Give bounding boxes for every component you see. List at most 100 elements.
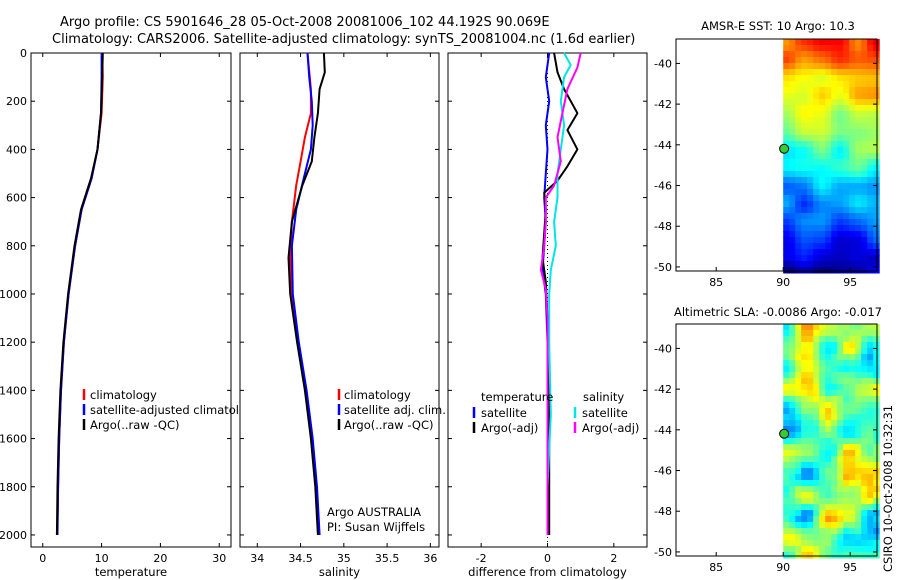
amsre-sst-heatmap-cell: [795, 51, 802, 58]
amsre-sst-heatmap-cell: [801, 141, 808, 148]
altimetric-sla-heatmap-cell: [867, 450, 874, 457]
amsre-sst-heatmap-cell: [873, 99, 880, 106]
altimetric-sla-heatmap-cell: [861, 480, 868, 487]
amsre-sst-heatmap-cell: [801, 255, 808, 262]
amsre-sst-heatmap-cell: [855, 45, 862, 52]
amsre-sst-heatmap-cell: [813, 93, 820, 100]
altimetric-sla-heatmap-cell: [843, 384, 850, 391]
amsre-sst-heatmap-cell: [867, 141, 874, 148]
temperature-ytick-label: 600: [6, 192, 27, 205]
difference-series-salinity-satellite: [546, 52, 572, 535]
amsre-sst-heatmap-cell: [861, 75, 868, 82]
altimetric-sla-heatmap-cell: [843, 534, 850, 541]
amsre-sst-heatmap-cell: [855, 75, 862, 82]
altimetric-sla-heatmap-cell: [807, 360, 814, 367]
altimetric-sla-heatmap-cell: [801, 522, 808, 529]
amsre-sst-heatmap-cell: [867, 39, 874, 46]
amsre-sst-heatmap-cell: [807, 171, 814, 178]
difference-legend-sal-label: satellite: [582, 406, 628, 420]
amsre-sst-heatmap-cell: [783, 237, 790, 244]
altimetric-sla-heatmap-cell: [873, 504, 880, 511]
altimetric-sla-heatmap-cell: [801, 384, 808, 391]
altimetric-sla-heatmap-cell: [855, 378, 862, 385]
temperature-ytick-label: 1800: [0, 481, 27, 494]
amsre-sst-heatmap-cell: [837, 225, 844, 232]
altimetric-sla-heatmap-cell: [819, 444, 826, 451]
difference-legend-temperature-header: temperature: [481, 390, 553, 404]
altimetric-sla-heatmap-cell: [855, 426, 862, 433]
amsre-sst-heatmap-cell: [867, 177, 874, 184]
amsre-sst-heatmap-cell: [867, 171, 874, 178]
amsre-sst-heatmap-cell: [813, 189, 820, 196]
amsre-sst-heatmap-cell: [867, 75, 874, 82]
altimetric-sla-heatmap-cell: [837, 534, 844, 541]
altimetric-sla-heatmap-cell: [855, 444, 862, 451]
amsre-sst-heatmap-cell: [849, 219, 856, 226]
altimetric-sla-heatmap-cell: [831, 360, 838, 367]
amsre-sst-heatmap-cell: [801, 249, 808, 256]
altimetric-sla-heatmap-cell: [831, 420, 838, 427]
altimetric-sla-heatmap-cell: [867, 534, 874, 541]
altimetric-sla-heatmap-cell: [843, 354, 850, 361]
amsre-sst-heatmap-cell: [813, 105, 820, 112]
amsre-sst-heatmap-cell: [795, 201, 802, 208]
altimetric-sla-heatmap-cell: [795, 552, 802, 559]
amsre-sst-heatmap-cell: [867, 135, 874, 142]
altimetric-sla-heatmap-cell: [849, 396, 856, 403]
altimetric-sla-heatmap-cell: [849, 540, 856, 547]
altimetric-sla-heatmap-cell: [807, 324, 814, 331]
altimetric-sla-heatmap-cell: [849, 324, 856, 331]
altimetric-sla-heatmap-cell: [825, 462, 832, 469]
amsre-sst-heatmap-cell: [861, 165, 868, 172]
altimetric-sla-heatmap-cell: [807, 468, 814, 475]
altimetric-sla-heatmap-cell: [813, 378, 820, 385]
amsre-sst-heatmap-cell: [783, 69, 790, 76]
amsre-sst-heatmap-cell: [789, 117, 796, 124]
amsre-sst-heatmap-cell: [789, 123, 796, 130]
panel-amsre-sst: AMSR-E SST: 10 Argo: 10.3 85 90 95 -40 -42 -44…: [654, 19, 880, 289]
altimetric-sla-heatmap-cell: [873, 330, 880, 337]
amsre-sst-heatmap-cell: [849, 123, 856, 130]
altimetric-sla-heatmap-cell: [855, 432, 862, 439]
salinity-xtick-label: 35: [337, 552, 351, 565]
temperature-xtick-label: 10: [95, 552, 109, 565]
altimetric-sla-heatmap-cell: [795, 330, 802, 337]
altimetric-sla-heatmap-cell: [801, 468, 808, 475]
altimetric-sla-heatmap-cell: [813, 360, 820, 367]
amsre-sst-heatmap-cell: [831, 57, 838, 64]
altimetric-sla-heatmap-cell: [861, 450, 868, 457]
altimetric-sla-heatmap-cell: [867, 384, 874, 391]
altimetric-sla-heatmap-cell: [819, 480, 826, 487]
altimetric-sla-heatmap-cell: [789, 456, 796, 463]
temperature-legend-label: satellite-adjusted climatology: [90, 403, 260, 417]
amsre-sst-heatmap-cell: [801, 213, 808, 220]
amsre-sst-heatmap-cell: [831, 63, 838, 70]
amsre-sst-heatmap-cell: [843, 207, 850, 214]
amsre-sst-heatmap-cell: [795, 111, 802, 118]
amsre-sst-heatmap-cell: [801, 195, 808, 202]
amsre-sst-heatmap-cell: [849, 267, 856, 274]
altimetric-sla-heatmap-cell: [801, 414, 808, 421]
amsre-sst-heatmap-cell: [789, 81, 796, 88]
amsre-sst-heatmap-cell: [819, 207, 826, 214]
amsre-sst-heatmap-cell: [843, 39, 850, 46]
amsre-sst-heatmap-cell: [789, 39, 796, 46]
amsre-sst-heatmap-cell: [801, 45, 808, 52]
altimetric-sla-heatmap-cell: [795, 384, 802, 391]
amsre-sst-heatmap-cell: [813, 87, 820, 94]
amsre-sst-heatmap-cell: [819, 189, 826, 196]
amsre-sst-heatmap-cell: [789, 189, 796, 196]
altimetric-sla-heatmap-cell: [789, 402, 796, 409]
amsre-sst-heatmap-cell: [813, 75, 820, 82]
amsre-sst-heatmap-cell: [807, 51, 814, 58]
amsre-sst-heatmap-cell: [861, 189, 868, 196]
amsre-sst-ytick-label: -48: [654, 220, 672, 233]
amsre-sst-heatmap-cell: [855, 201, 862, 208]
altimetric-sla-heatmap-cell: [801, 390, 808, 397]
temperature-xtick-label: 20: [153, 552, 167, 565]
altimetric-sla-heatmap-cell: [837, 324, 844, 331]
altimetric-sla-heatmap-cell: [867, 330, 874, 337]
altimetric-sla-heatmap-cell: [783, 360, 790, 367]
altimetric-sla-heatmap-cell: [861, 546, 868, 553]
amsre-sst-heatmap-cell: [801, 237, 808, 244]
